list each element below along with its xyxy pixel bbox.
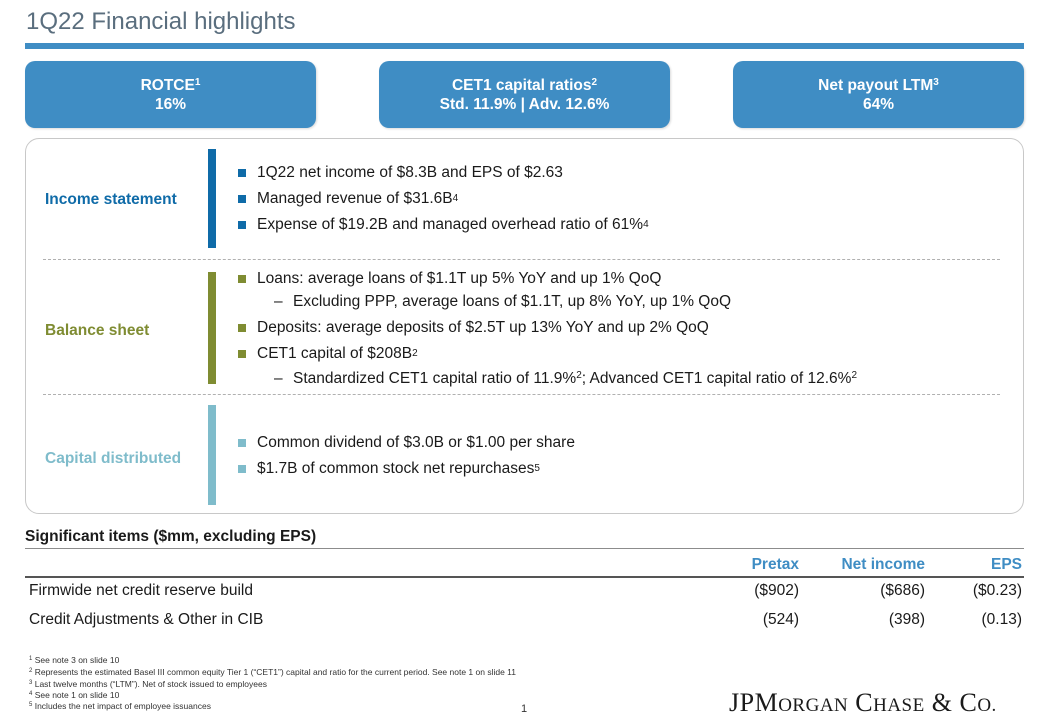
section-divider [43,394,1000,395]
table-cell-pretax: (524) [762,611,799,628]
kpi-net-payout: Net payout LTM3 64% [733,61,1024,128]
kpi-cet1-label: CET1 capital ratios2 [451,76,598,94]
footnote: 1 See note 3 on slide 10 [29,655,120,665]
highlights-panel [25,138,1024,514]
kpi-net-payout-value: 64% [862,95,895,113]
kpi-cet1-value: Std. 11.9% | Adv. 12.6% [439,95,610,113]
table-cell-net-income: ($686) [880,582,925,599]
column-header-pretax: Pretax [751,556,799,573]
bullet-square-icon [238,195,246,203]
balance-sheet-label: Balance sheet [45,322,150,339]
bullet-square-icon [238,350,246,358]
balance-sheet-bar [208,272,216,384]
kpi-rotce-label: ROTCE1 [140,76,201,94]
table-row-label: Credit Adjustments & Other in CIB [29,611,264,628]
bullet-square-icon [238,324,246,332]
kpi-net-payout-label: Net payout LTM3 [818,76,939,94]
table-cell-eps: ($0.23) [972,582,1022,599]
kpi-cet1: CET1 capital ratios2 Std. 11.9% | Adv. 1… [379,61,670,128]
section-divider [43,259,1000,260]
page-number: 1 [521,703,528,715]
jpmorgan-chase-logo: JPMORGAN CHASE & CO. [729,688,997,717]
footnote: 2 Represents the estimated Basel III com… [29,667,516,677]
column-header-net-income: Net income [841,556,925,573]
income-statement-bar [208,149,216,248]
table-row-label: Firmwide net credit reserve build [29,582,253,599]
column-header-eps: EPS [990,556,1022,573]
capital-distributed-label: Capital distributed [45,450,182,467]
page-title: 1Q22 Financial highlights [26,8,296,35]
list-item: $1.7B of common stock net repurchases 5 [236,460,540,478]
capital-distributed-bar [208,405,216,505]
bullet-square-icon [238,465,246,473]
footnote: 3 Last twelve months (“LTM”). Net of sto… [29,679,267,689]
list-item: Managed revenue of $31.6B 4 [236,190,458,208]
table-cell-pretax: ($902) [754,582,799,599]
table-header-rule [25,576,1024,578]
bullet-square-icon [238,169,246,177]
significant-items-rule [25,548,1024,549]
list-item: Deposits: average deposits of $2.5T up 1… [236,319,709,337]
bullet-square-icon [238,439,246,447]
significant-items-title: Significant items ($mm, excluding EPS) [25,528,317,545]
bullet-square-icon [238,275,246,283]
list-item: 1Q22 net income of $8.3B and EPS of $2.6… [236,164,563,182]
table-cell-eps: (0.13) [981,611,1023,628]
income-statement-label: Income statement [45,191,177,208]
sub-list-item: – Standardized CET1 capital ratio of 11.9… [274,370,857,387]
list-item: CET1 capital of $208B 2 [236,345,418,363]
kpi-rotce: ROTCE1 16% [25,61,316,128]
title-underline [25,43,1024,49]
list-item: Loans: average loans of $1.1T up 5% YoY … [236,270,661,288]
sub-list-item: – Excluding PPP, average loans of $1.1T, … [274,293,732,310]
list-item: Expense of $19.2B and managed overhead r… [236,216,649,234]
table-cell-net-income: (398) [888,611,925,628]
footnote: 4 See note 1 on slide 10 [29,690,120,700]
bullet-square-icon [238,221,246,229]
list-item: Common dividend of $3.0B or $1.00 per sh… [236,434,575,452]
kpi-rotce-value: 16% [154,95,187,113]
footnote: 5 Includes the net impact of employee is… [29,701,211,711]
